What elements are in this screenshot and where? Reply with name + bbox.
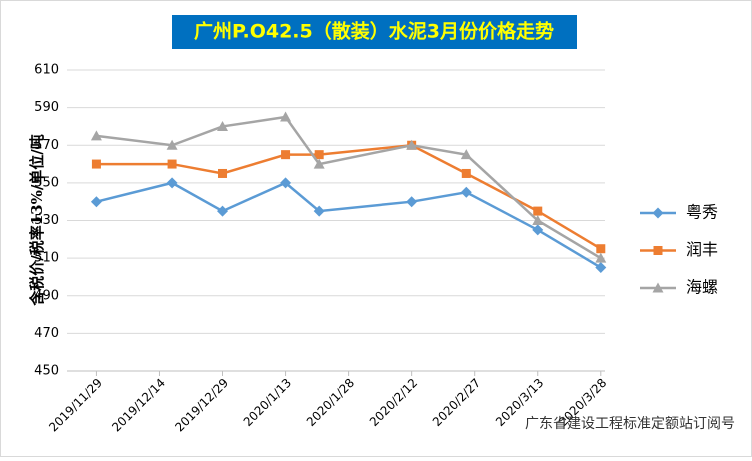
marker [532,215,544,225]
chart-title: 广州P.O42.5（散装）水泥3月份价格走势 [194,20,554,43]
marker [596,244,606,254]
marker [166,177,178,189]
marker [313,205,325,217]
marker [460,149,472,160]
marker [90,130,102,141]
marker [281,150,291,160]
marker [167,159,177,169]
legend-item: 粤秀 [640,203,718,222]
marker [460,186,472,198]
marker [595,262,607,274]
marker [90,196,102,208]
legend-label: 海螺 [686,278,718,297]
marker [313,158,325,169]
legend-item: 润丰 [640,240,718,259]
title-box [172,15,577,49]
y-tick-label: 470 [34,326,59,341]
y-tick-label: 510 [34,251,59,266]
marker [91,159,101,169]
y-tick-label: 450 [34,364,59,379]
y-tick-label: 570 [34,138,59,153]
marker [653,246,663,255]
marker [532,224,544,236]
y-axis-label: 含税价/税率13%/单位/吨 [28,134,46,306]
y-tick-label: 490 [34,288,59,303]
marker [280,177,292,189]
marker [652,282,664,293]
legend-label: 润丰 [686,240,718,259]
legend-label: 粤秀 [686,203,718,222]
marker [217,205,229,217]
marker [533,206,543,216]
marker [280,111,292,122]
marker [218,168,228,178]
marker [595,252,607,263]
marker [461,168,471,178]
marker [217,120,229,131]
y-tick-label: 530 [34,213,59,228]
y-tick-label: 610 [34,63,59,78]
legend-item: 海螺 [640,278,718,297]
marker [314,150,324,160]
marker [406,196,418,208]
y-tick-label: 550 [34,175,59,190]
watermark: 广东省建设工程标准定额站订阅号 [525,416,735,432]
y-tick-label: 590 [34,100,59,115]
marker [406,139,418,150]
marker [652,207,664,219]
marker [166,139,178,150]
